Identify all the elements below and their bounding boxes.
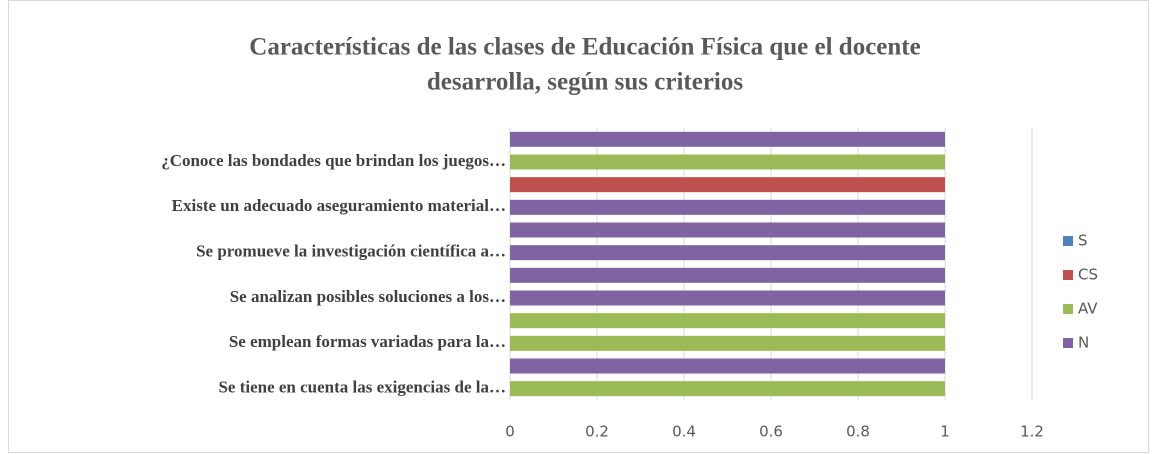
bar-segment [510,313,945,329]
bar-segment [510,381,945,397]
x-tick-label: 0.4 [672,423,696,441]
chart-border [8,0,1149,453]
bar-segment [510,177,945,193]
legend-swatch [1063,338,1073,348]
chart-title: desarrolla, según sus criterios [427,69,743,96]
bar-segment [510,290,945,306]
bar-segment [510,222,945,238]
bar-segment [510,335,945,351]
bar-segment [510,245,945,261]
y-tick-label: Se emplean formas variadas para la… [229,332,506,351]
legend-label: CS [1078,266,1098,284]
legend-label: AV [1078,300,1098,318]
y-tick-label: ¿Conoce las bondades que brindan los jue… [161,151,506,170]
x-tick-label: 0.6 [759,423,783,441]
y-tick-label: Existe un adecuado aseguramiento materia… [172,196,506,215]
x-tick-label: 0.8 [846,423,870,441]
legend-label: S [1078,232,1088,250]
bar-segment [510,199,945,215]
x-tick-label: 1 [940,423,950,441]
x-tick-label: 0 [505,423,515,441]
bar-segment [510,154,945,170]
y-tick-label: Se tiene en cuenta las exigencias de la… [218,378,506,397]
legend-swatch [1063,270,1073,280]
bar-segment [510,358,945,374]
legend-swatch [1063,304,1073,314]
bar-segment [510,267,945,283]
bar-segment [510,131,945,147]
y-tick-label: Se analizan posibles soluciones a los… [230,287,506,306]
chart-title: Características de las clases de Educaci… [249,34,920,61]
x-tick-label: 1.2 [1020,423,1044,441]
y-tick-label: Se promueve la investigación científica … [196,242,506,261]
legend-swatch [1063,236,1073,246]
x-tick-label: 0.2 [585,423,609,441]
legend-label: N [1078,334,1089,352]
